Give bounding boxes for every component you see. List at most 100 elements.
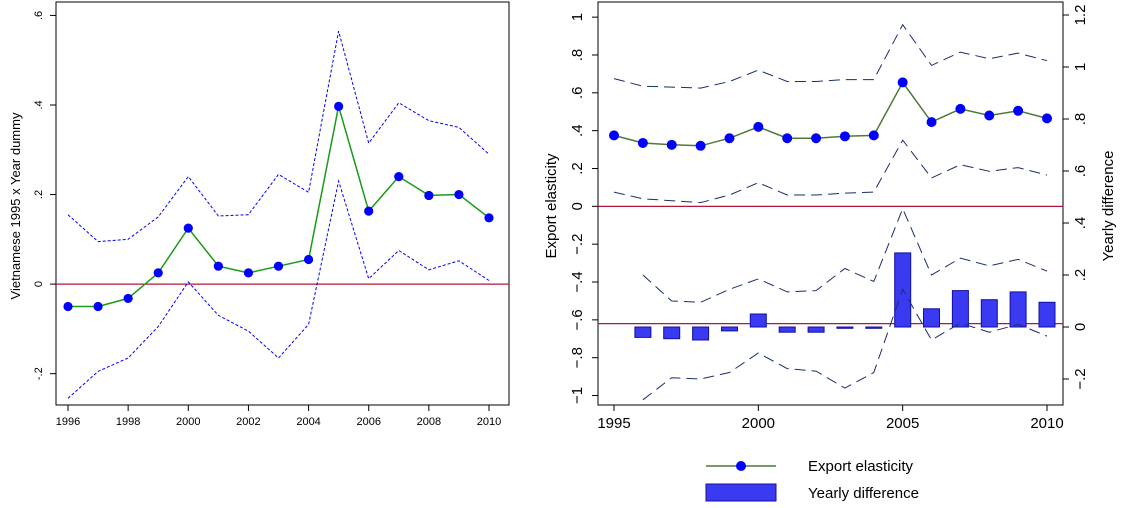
yearly-difference-bar [1009,291,1027,328]
right-right-y-tick-label: .8 [1072,113,1089,126]
left-estimate-point [334,101,344,111]
export-elasticity-point [955,103,966,114]
right-left-y-tick-label: 1 [569,13,586,21]
left-y-tick-label: .2 [33,190,45,199]
export-elasticity-point [897,77,908,88]
left-estimate-line [68,106,490,308]
left-x-axis: 1996 1998 2000 2002 2004 2006 2008 2010 [56,405,501,428]
right-left-y-tick-label: −.6 [569,309,586,330]
left-estimate-point [394,172,404,182]
left-estimate-point [153,268,163,278]
left-x-tick-label: 2006 [356,416,380,428]
export-elasticity-point [695,140,706,151]
yearly-difference-bar [663,326,681,340]
export-elasticity-series [609,77,1052,151]
right-left-y-tick-label: −1 [569,387,586,404]
legend-label: Export elasticity [808,458,914,475]
right-confidence-bands [613,23,1048,401]
export-elasticity-point [1042,113,1052,124]
yearly-difference-bar [980,299,998,328]
left-y-tick-label: .6 [33,11,45,20]
yearly-difference-bar [836,326,854,329]
difference-lower-bound-line [642,288,1048,401]
export-elasticity-point [839,131,850,142]
left-y-tick-label: -.2 [33,367,45,380]
left-y-axis-title: Vietnamese 1995 x Year dummy [8,112,23,299]
left-lower-bound-line [67,179,490,399]
difference-upper-bound-line [642,207,1048,303]
left-y-tick-label: 0 [33,281,45,287]
yearly-difference-bar [778,326,796,333]
left-panel: -.2 0 .2 .4 .6 1996 1998 2000 2002 2004 2006 2008 2… [8,1,510,428]
yearly-difference-bar [634,326,652,338]
elasticity-upper-bound-line [613,23,1048,89]
yearly-difference-bar [692,326,710,341]
left-estimate-point [273,261,284,271]
right-right-y-tick-label: −.2 [1072,368,1089,389]
left-x-tick-label: 1998 [116,416,140,428]
right-x-axis: 1995 2000 2005 2010 [597,405,1064,432]
left-x-tick-label: 2000 [176,416,200,428]
export-elasticity-line [613,80,1048,147]
legend-point-swatch [736,461,746,471]
export-elasticity-point [984,110,995,121]
yearly-difference-bar [865,326,883,329]
right-y-axis-title-right: Yearly difference [1100,151,1117,262]
export-elasticity-point [811,133,822,144]
right-right-y-tick-label: 1 [1072,63,1089,71]
left-estimate-point [303,254,314,265]
right-y-axis-title-left: Export elasticity [543,153,560,259]
right-right-y-tick-label: .2 [1072,269,1089,282]
right-x-tick-label: 2005 [886,415,919,432]
left-estimate-point [243,268,254,278]
legend-item-export-elasticity: Export elasticity [706,458,914,475]
export-elasticity-point [868,130,879,141]
right-left-y-axis: −1 −.8 −.6 −.4 −.2 0 .2 .4 .6 .8 1 [569,13,598,404]
left-x-tick-label: 2004 [296,416,320,428]
left-x-tick-label: 1996 [56,416,80,428]
elasticity-lower-bound-line [613,139,1048,204]
right-x-tick-label: 2000 [742,415,775,432]
export-elasticity-point [753,121,764,132]
left-estimate-point [63,301,73,312]
left-y-axis: -.2 0 .2 .4 .6 [33,11,56,380]
right-left-y-tick-label: .2 [569,162,586,175]
left-estimate-point [484,213,494,223]
left-estimate-point [93,301,103,312]
export-elasticity-point [926,117,937,128]
right-right-y-tick-label: .6 [1072,165,1089,178]
right-x-tick-label: 1995 [597,415,630,432]
right-x-tick-label: 2010 [1030,415,1063,432]
right-left-y-tick-label: −.8 [569,347,586,368]
export-elasticity-point [637,137,648,148]
right-right-y-tick-label: .4 [1072,217,1089,230]
right-left-y-tick-label: −.4 [569,271,586,292]
left-y-tick-label: .4 [33,100,45,109]
export-elasticity-point [1013,105,1024,116]
right-left-y-tick-label: 0 [569,202,586,210]
left-upper-bound-line [67,30,490,243]
right-left-y-tick-label: −.2 [569,234,586,255]
export-elasticity-point [782,133,793,144]
left-estimate-point [183,223,193,233]
yearly-difference-bar [721,326,738,332]
legend-label: Yearly difference [808,485,919,502]
right-left-y-tick-label: .6 [569,87,586,100]
yearly-difference-bars [634,252,1056,341]
yearly-difference-bar [749,313,767,328]
right-plot-frame [597,1,1064,406]
left-confidence-band [67,30,490,399]
export-elasticity-point [609,130,619,141]
left-estimate-point [424,190,434,201]
left-x-tick-label: 2008 [417,416,441,428]
legend: Export elasticity Yearly difference [705,458,919,502]
right-right-y-axis: −.2 0 .2 .4 .6 .8 1 1.2 [1063,5,1089,390]
left-estimate-series [63,101,494,312]
legend-bar-swatch [705,483,777,502]
legend-item-yearly-difference: Yearly difference [705,483,919,502]
left-estimate-point [123,293,133,304]
yearly-difference-bar [951,290,969,328]
export-elasticity-point [666,139,677,150]
yearly-difference-bar [1038,301,1056,328]
left-estimate-point [364,206,374,216]
